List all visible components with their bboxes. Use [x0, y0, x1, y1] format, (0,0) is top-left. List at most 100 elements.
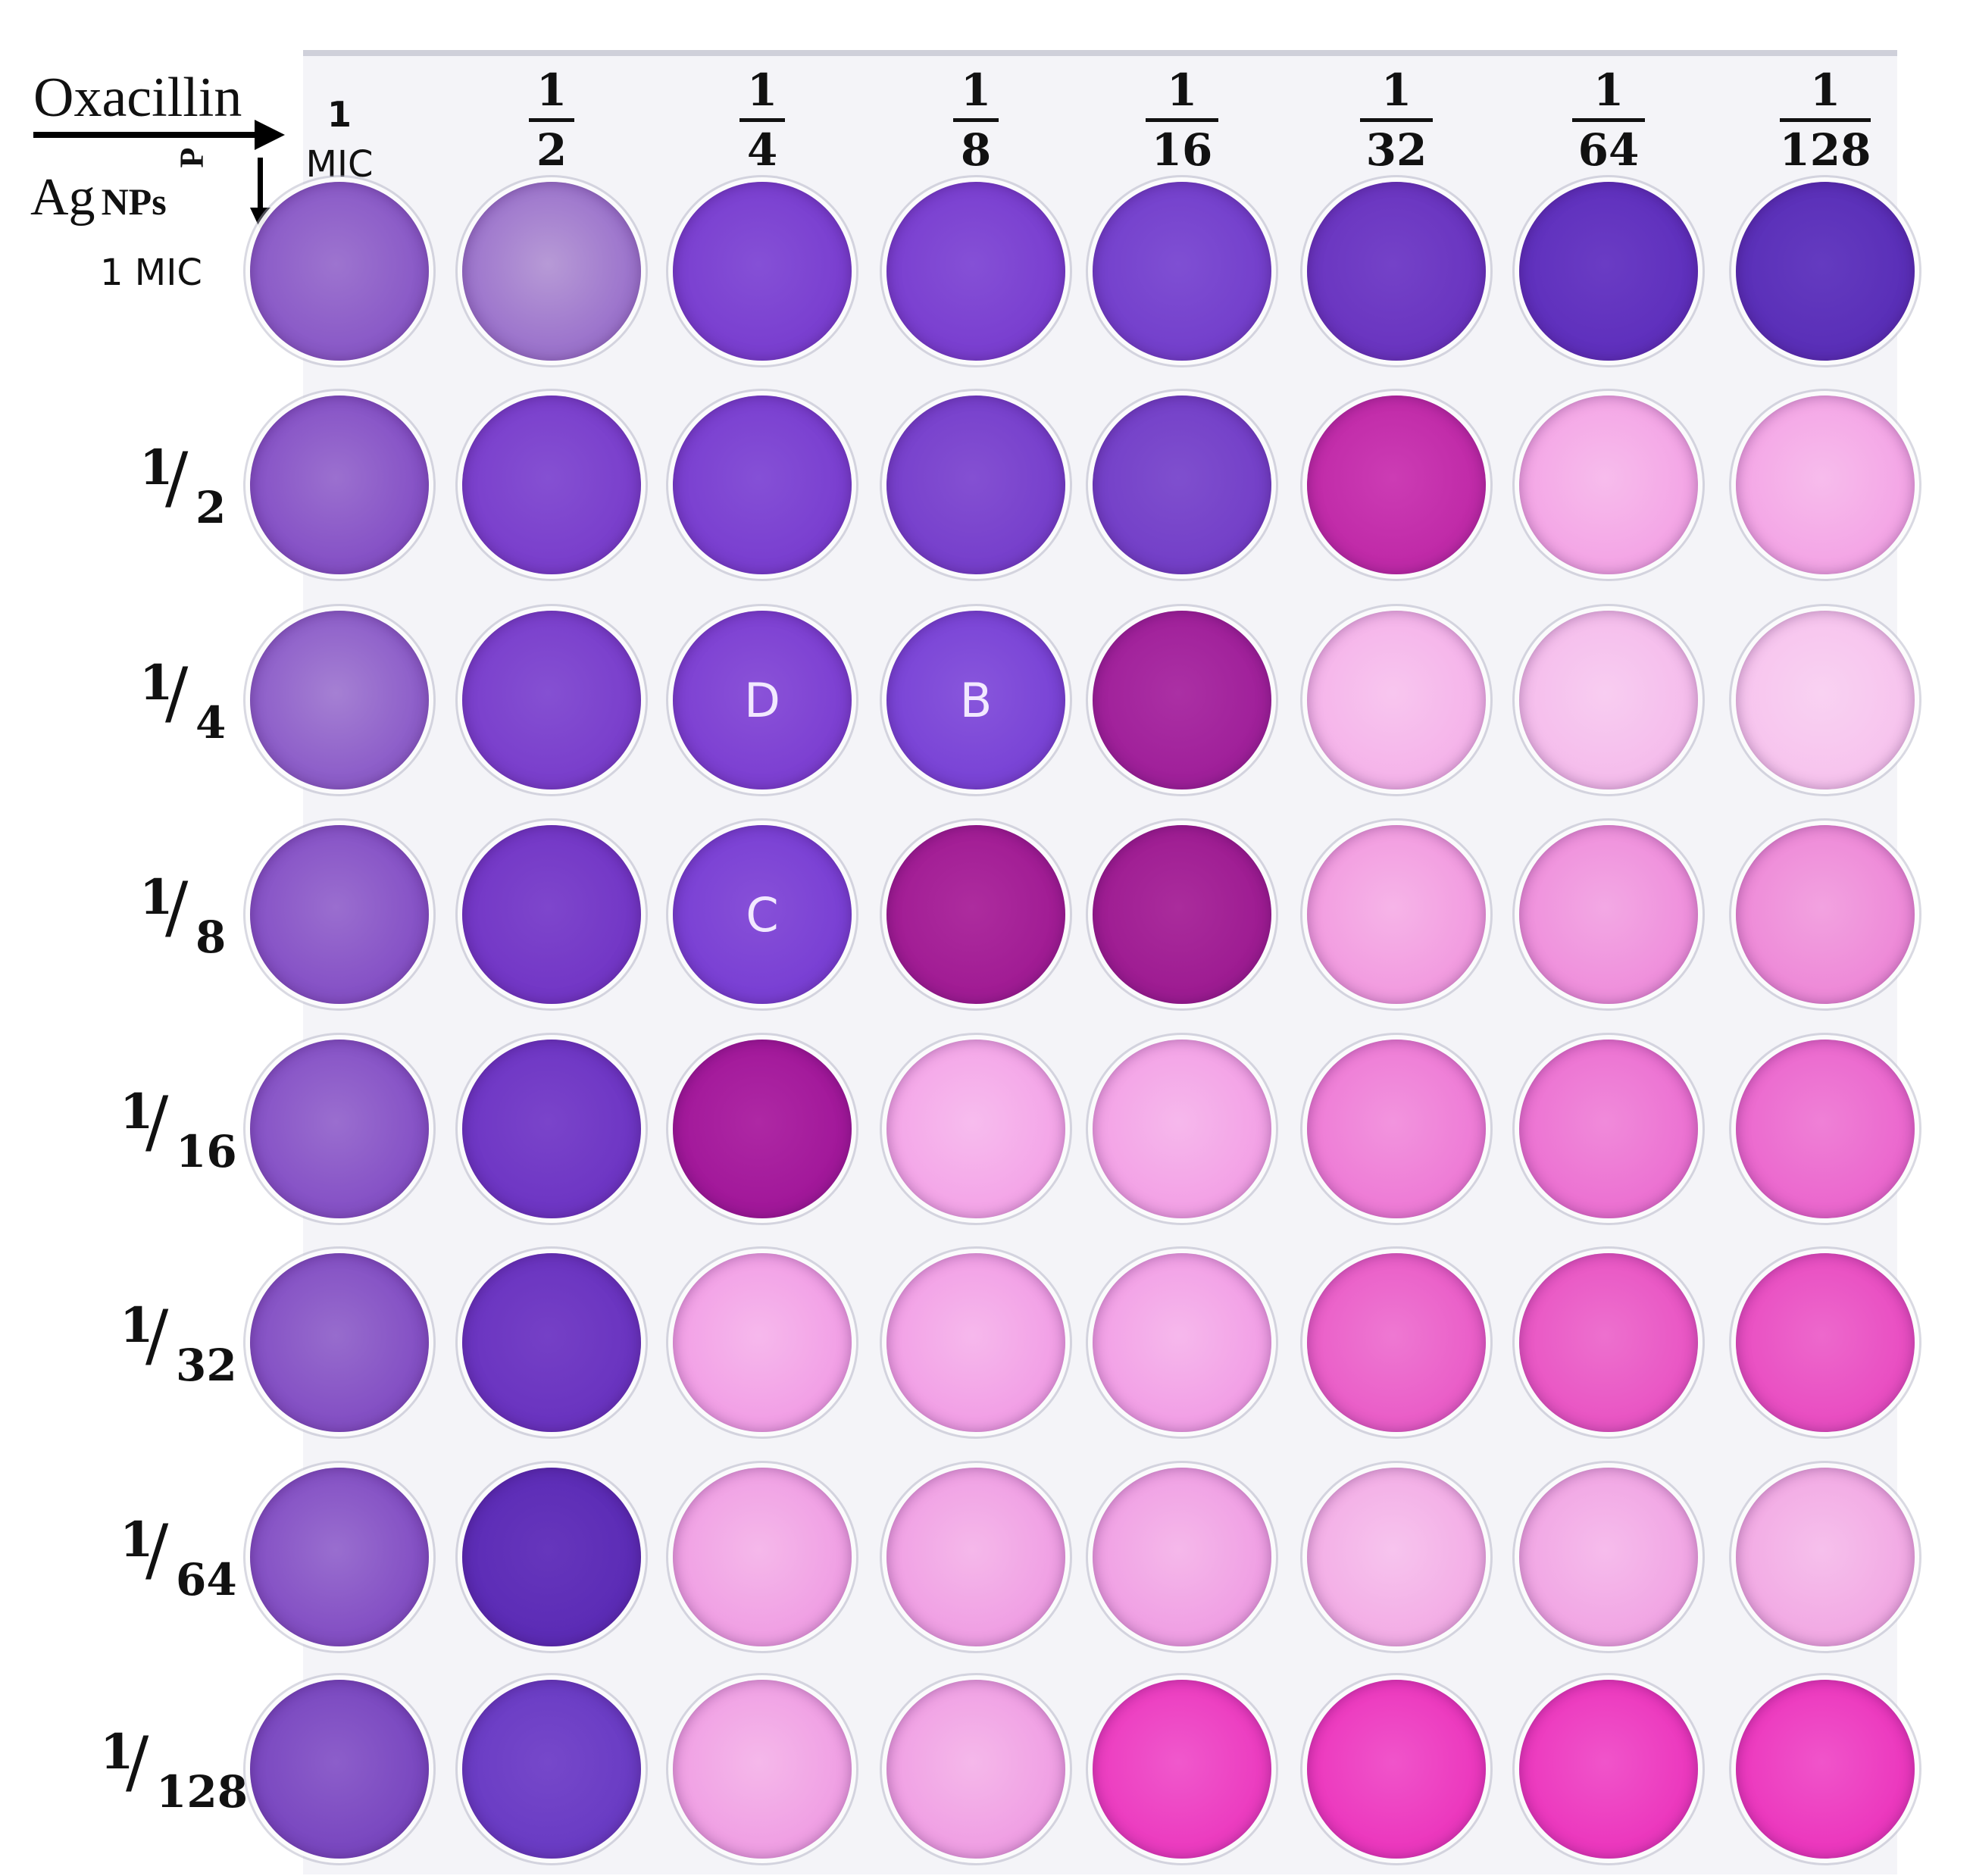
row-label-slash: /: [145, 1510, 169, 1590]
fraction-bar: [1360, 118, 1433, 122]
row-label-slash: /: [165, 868, 189, 947]
column-label-numerator: 1: [1809, 64, 1841, 116]
row-label-numerator: 1: [100, 1724, 134, 1781]
fraction-bar: [1146, 118, 1218, 122]
row-label: 1/4: [89, 647, 264, 753]
well: [1307, 825, 1486, 1004]
well: [1519, 611, 1698, 789]
column-label-numerator: 1: [1593, 64, 1624, 116]
well: [1519, 396, 1698, 574]
column-label-denominator: 16: [1151, 124, 1213, 176]
column-label-numerator: 1: [746, 64, 778, 116]
well: [250, 1040, 429, 1218]
well: [1093, 1680, 1271, 1859]
well: [1093, 825, 1271, 1004]
row-label-numerator: 1: [120, 1512, 154, 1568]
column-label: 1 128: [1765, 65, 1886, 175]
well: [462, 1253, 641, 1432]
well: [250, 825, 429, 1004]
corner-mark: P: [173, 147, 211, 168]
fraction-bar: [739, 118, 785, 122]
row-label-numerator: 1: [120, 1297, 154, 1354]
well: [1093, 182, 1271, 361]
well: [1736, 1253, 1915, 1432]
oxacillin-label: Oxacillin: [33, 67, 242, 129]
well: [1519, 825, 1698, 1004]
column-label: 1 32: [1336, 65, 1457, 175]
column-label: 1 MIC: [279, 89, 400, 189]
well: [250, 1680, 429, 1859]
row-label-slash: /: [165, 438, 189, 517]
well-letter-label: C: [746, 886, 779, 943]
well: [1093, 1253, 1271, 1432]
well: [250, 1253, 429, 1432]
well: [673, 396, 852, 574]
well: [462, 1468, 641, 1646]
well: [673, 182, 852, 361]
row-label: 1/8: [89, 861, 264, 968]
well: C: [673, 825, 852, 1004]
well: [1307, 396, 1486, 574]
column-label-numerator: 1: [1380, 64, 1412, 116]
column-label-denominator: 32: [1365, 124, 1427, 176]
row-label-numerator: 1: [120, 1083, 154, 1140]
well: [1736, 1468, 1915, 1646]
well: [1093, 1040, 1271, 1218]
well: [462, 182, 641, 361]
well: [886, 1680, 1065, 1859]
row-label: 1/16: [89, 1076, 264, 1182]
fraction-bar: [529, 118, 574, 122]
well: [1307, 1680, 1486, 1859]
well: [1093, 396, 1271, 574]
column-label-denominator: 4: [746, 124, 778, 176]
row-label: 1/64: [89, 1504, 264, 1610]
well: [1736, 396, 1915, 574]
well: [1093, 1468, 1271, 1646]
well: [1307, 1040, 1486, 1218]
well: [673, 1680, 852, 1859]
well: [886, 825, 1065, 1004]
column-label: 1 64: [1548, 65, 1669, 175]
well: [1307, 1468, 1486, 1646]
well: [462, 1680, 641, 1859]
row-label: 1/32: [89, 1290, 264, 1396]
row-label-slash: /: [145, 1082, 169, 1162]
agnps-label: Ag NPs: [30, 171, 167, 224]
well: [250, 1468, 429, 1646]
well: [1519, 1040, 1698, 1218]
well: [886, 1253, 1065, 1432]
row-label: 1/2: [89, 432, 264, 538]
well: [886, 396, 1065, 574]
well: [1519, 1253, 1698, 1432]
agnps-arrow-line: [258, 158, 263, 211]
row-label-numerator: 1: [139, 869, 174, 926]
well: [886, 182, 1065, 361]
fraction-bar: [1780, 118, 1871, 122]
well-letter-label: D: [744, 672, 780, 728]
well: B: [886, 611, 1065, 789]
column-label-denominator: 2: [536, 124, 568, 176]
column-label-numerator: 1: [1166, 64, 1198, 116]
column-label-numerator: 1: [327, 94, 352, 135]
well: [1519, 182, 1698, 361]
column-label-numerator: 1: [536, 64, 568, 116]
row-label-slash: /: [145, 1296, 169, 1375]
row-label-denominator: 2: [195, 482, 227, 533]
well: [250, 611, 429, 789]
row-label-denominator: 4: [195, 697, 227, 749]
row-label-denominator: 32: [176, 1340, 237, 1391]
oxacillin-arrow-line: [33, 132, 261, 138]
fraction-bar: [1572, 118, 1645, 122]
row-label-denominator: 128: [156, 1766, 249, 1818]
column-label-denominator: MIC: [305, 143, 374, 186]
column-label-denominator: 128: [1779, 124, 1871, 176]
well: [1519, 1680, 1698, 1859]
row-label-slash: /: [126, 1722, 149, 1802]
well: [462, 611, 641, 789]
well: [1307, 1253, 1486, 1432]
well: D: [673, 611, 852, 789]
row-label: 1/128: [89, 1716, 264, 1822]
